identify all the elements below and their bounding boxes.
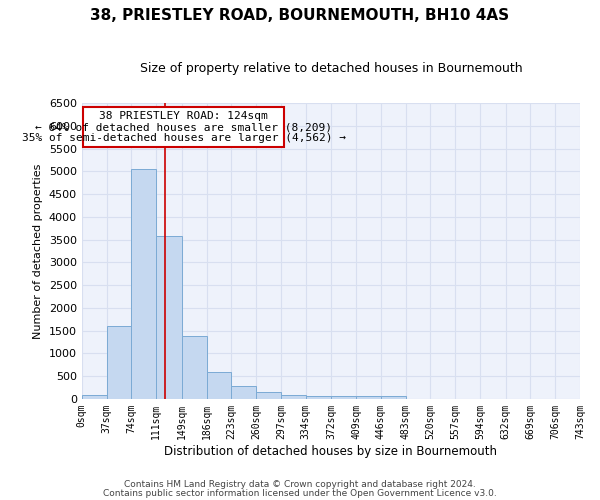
Text: ← 64% of detached houses are smaller (8,209): ← 64% of detached houses are smaller (8,…: [35, 122, 332, 132]
Bar: [381, 396, 406, 399]
Bar: [107, 326, 131, 399]
Bar: [82, 396, 107, 399]
Bar: [281, 396, 306, 399]
X-axis label: Distribution of detached houses by size in Bournemouth: Distribution of detached houses by size …: [164, 444, 497, 458]
Bar: [182, 336, 206, 399]
Bar: [256, 392, 281, 399]
Y-axis label: Number of detached properties: Number of detached properties: [34, 164, 43, 338]
Text: 35% of semi-detached houses are larger (4,562) →: 35% of semi-detached houses are larger (…: [22, 134, 346, 143]
Title: Size of property relative to detached houses in Bournemouth: Size of property relative to detached ho…: [140, 62, 522, 76]
Bar: [206, 372, 232, 399]
Bar: [232, 386, 256, 399]
Bar: [156, 236, 182, 399]
Text: Contains HM Land Registry data © Crown copyright and database right 2024.: Contains HM Land Registry data © Crown c…: [124, 480, 476, 489]
Bar: [356, 396, 381, 399]
Bar: [331, 396, 356, 399]
Text: 38 PRIESTLEY ROAD: 124sqm: 38 PRIESTLEY ROAD: 124sqm: [100, 111, 268, 121]
Bar: [306, 396, 331, 399]
Text: Contains public sector information licensed under the Open Government Licence v3: Contains public sector information licen…: [103, 489, 497, 498]
Text: 38, PRIESTLEY ROAD, BOURNEMOUTH, BH10 4AS: 38, PRIESTLEY ROAD, BOURNEMOUTH, BH10 4A…: [91, 8, 509, 22]
Bar: [131, 169, 156, 399]
Bar: [83, 107, 284, 147]
